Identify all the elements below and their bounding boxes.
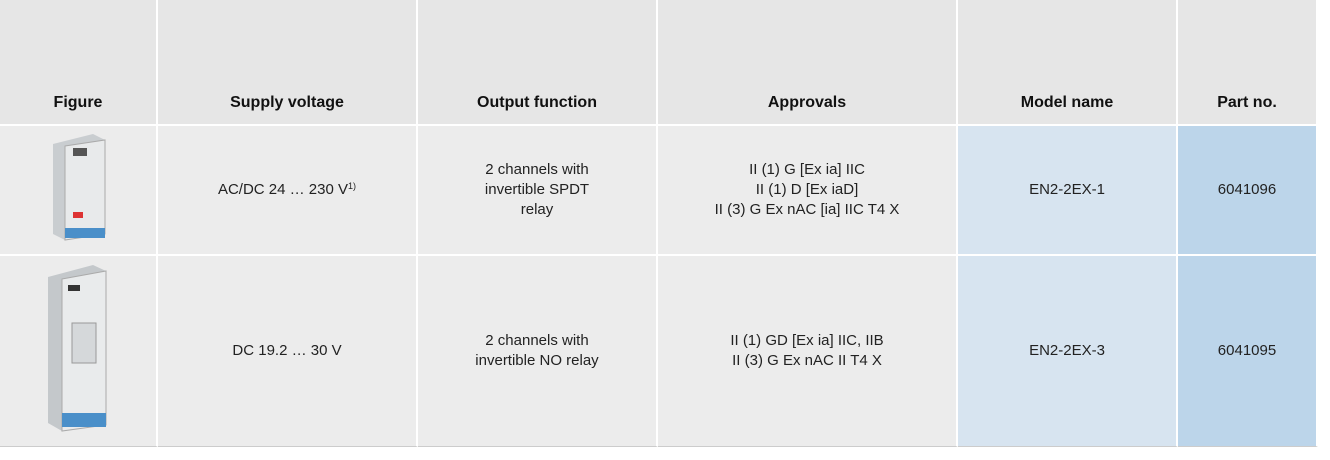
approvals-cell: II (1) G [Ex ia] IIC II (1) D [Ex iaD] II … (658, 126, 958, 256)
approvals-cell: II (1) GD [Ex ia] IIC, IIB II (3) G Ex nA… (658, 256, 958, 447)
output-function-cell: 2 channels with invertible SPDT relay (418, 126, 658, 256)
cell-line: invertible NO relay (475, 352, 599, 369)
model-name: EN2-2EX-1 (958, 126, 1178, 256)
column-header: Part no. (1178, 0, 1318, 126)
cell-line: II (3) G Ex nAC [ia] IIC T4 X (714, 201, 900, 218)
column-header: Model name (958, 0, 1178, 126)
cell-line: II (1) GD [Ex ia] IIC, IIB (730, 332, 884, 349)
column-header: Output function (418, 0, 658, 126)
product-table: Figure Supply voltage Output function Appro… (0, 0, 1318, 447)
figure-cell (0, 256, 158, 447)
column-header: Figure (0, 0, 158, 126)
part-number: 6041095 (1178, 256, 1318, 447)
table-row: DC 19.2 … 30 V 2 channels with invertible … (0, 256, 1318, 447)
cell-line: 2 channels with (485, 332, 589, 349)
output-function-cell: 2 channels with invertible NO relay (418, 256, 658, 447)
supply-voltage: DC 19.2 … 30 V (232, 342, 342, 359)
cell-line: 2 channels with (485, 161, 589, 178)
device-image (48, 265, 107, 432)
column-header: Supply voltage (158, 0, 418, 126)
model-name: EN2-2EX-3 (958, 256, 1178, 447)
figure-cell (0, 126, 158, 256)
supply-voltage: AC/DC 24 … 230 V (217, 181, 349, 198)
supply-cell: DC 19.2 … 30 V (158, 256, 418, 447)
cell-line: II (3) G Ex nAC II T4 X (732, 352, 882, 369)
device-image (53, 134, 106, 241)
supply-cell: AC/DC 24 … 230 V1) (158, 126, 418, 256)
header-row: Figure Supply voltage Output function Appro… (0, 0, 1318, 126)
cell-line: II (1) D [Ex iaD] (755, 181, 859, 198)
table-row: AC/DC 24 … 230 V1) 2 channels with inverti… (0, 126, 1318, 256)
cell-line: II (1) G [Ex ia] IIC (749, 161, 865, 178)
footnote-mark: 1) (348, 181, 357, 191)
part-number: 6041096 (1178, 126, 1318, 256)
cell-line: relay (520, 201, 554, 218)
table-body: AC/DC 24 … 230 V1) 2 channels with inverti… (0, 126, 1318, 447)
cell-line: invertible SPDT (484, 181, 590, 198)
column-header: Approvals (658, 0, 958, 126)
